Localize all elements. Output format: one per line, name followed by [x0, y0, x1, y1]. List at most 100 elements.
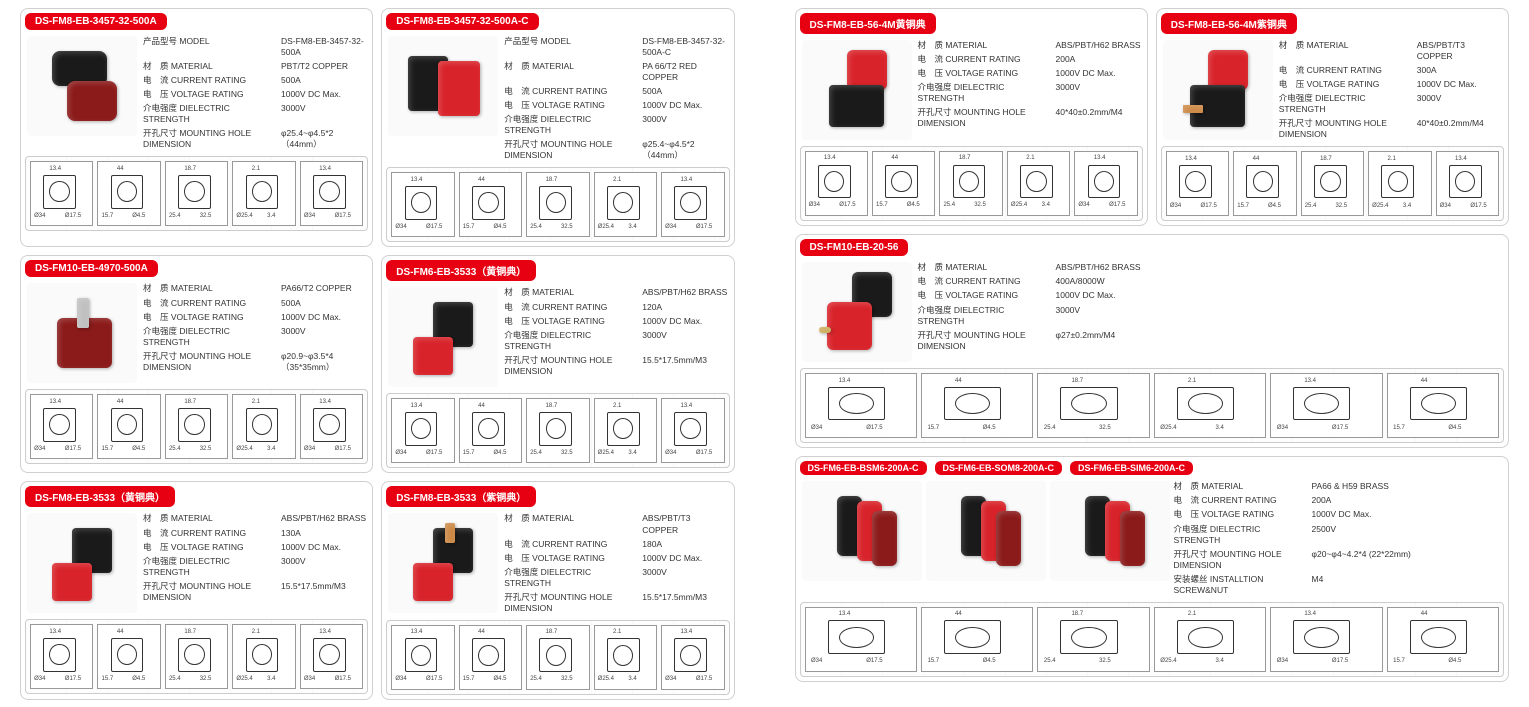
product-image: [27, 36, 137, 136]
spec-table: 材 质 MATERIALABS/PBT/H62 BRASS电 流 CURRENT…: [918, 262, 1503, 362]
spec-value: 1000V DC Max.: [1056, 290, 1503, 301]
product-card: DS-FM10-EB-4970-500A材 质 MATERIALPA66/T2 …: [20, 255, 373, 473]
product-card: DS-FM8-EB-56-4M黄铜典材 质 MATERIALABS/PBT/H6…: [795, 8, 1148, 226]
tech-drawing: Ø3413.4Ø17.515.744Ø4.525.418.732.5Ø25.42…: [800, 146, 1143, 221]
product-image: [1050, 481, 1170, 581]
tech-drawing: Ø3413.4Ø17.515.744Ø4.525.418.732.5Ø25.42…: [25, 619, 368, 694]
product-image: [27, 513, 137, 613]
spec-value: φ20~φ4~4.2*4 (22*22mm): [1312, 549, 1503, 571]
spec-table: 产品型号 MODELDS-FM8-EB-3457-32-500A材 质 MATE…: [143, 36, 366, 150]
spec-value: 1000V DC Max.: [642, 316, 727, 327]
product-image: [802, 481, 922, 581]
spec-label: 开孔尺寸 MOUNTING HOLE DIMENSION: [918, 330, 1048, 352]
product-image: [802, 40, 912, 140]
tech-drawing: Ø3413.4Ø17.515.744Ø4.525.418.732.5Ø25.42…: [386, 620, 729, 695]
spec-label: 材 质 MATERIAL: [1174, 481, 1304, 492]
spec-label: 电 压 VOLTAGE RATING: [1174, 509, 1304, 520]
spec-label: 材 质 MATERIAL: [504, 287, 634, 298]
spec-value: ABS/PBT/T3 COPPER: [642, 513, 727, 535]
spec-table: 材 质 MATERIALABS/PBT/H62 BRASS电 流 CURRENT…: [918, 40, 1141, 140]
spec-value: 3000V: [1056, 82, 1141, 104]
spec-label: 介电强度 DIELECTRIC STRENGTH: [918, 305, 1048, 327]
spec-value: 200A: [1056, 54, 1141, 65]
product-image: [926, 481, 1046, 581]
spec-label: 介电强度 DIELECTRIC STRENGTH: [504, 567, 634, 589]
tech-drawing: Ø3413.4Ø17.515.744Ø4.525.418.732.5Ø25.42…: [1161, 146, 1504, 221]
spec-label: 开孔尺寸 MOUNTING HOLE DIMENSION: [504, 592, 634, 614]
product-title: DS-FM8-EB-56-4M紫铜典: [1161, 13, 1297, 34]
spec-value: φ27±0.2mm/M4: [1056, 330, 1503, 352]
spec-label: 介电强度 DIELECTRIC STRENGTH: [918, 82, 1048, 104]
product-card: DS-FM8-EB-3533（紫铜典）材 质 MATERIALABS/PBT/T…: [381, 481, 734, 699]
spec-label: 电 压 VOLTAGE RATING: [504, 316, 634, 327]
spec-label: 电 流 CURRENT RATING: [143, 528, 273, 539]
spec-value: φ25.4~φ4.5*2（44mm）: [281, 128, 366, 150]
product-card: DS-FM8-EB-56-4M紫铜典材 质 MATERIALABS/PBT/T3…: [1156, 8, 1509, 226]
tech-drawing: Ø3413.4Ø17.515.744Ø4.525.418.732.5Ø25.42…: [800, 602, 1505, 677]
spec-value: φ25.4~φ4.5*2（44mm）: [642, 139, 727, 161]
page-right: DS-FM8-EB-56-4M黄铜典材 质 MATERIALABS/PBT/H6…: [795, 8, 1510, 699]
spec-value: ABS/PBT/H62 BRASS: [281, 513, 366, 524]
spec-label: 电 流 CURRENT RATING: [918, 54, 1048, 65]
spec-label: 开孔尺寸 MOUNTING HOLE DIMENSION: [1279, 118, 1409, 140]
tech-drawing: Ø3413.4Ø17.515.744Ø4.525.418.732.5Ø25.42…: [386, 167, 729, 242]
spec-value: 1000V DC Max.: [281, 89, 366, 100]
product-title: DS-FM8-EB-56-4M黄铜典: [800, 13, 936, 34]
page-left: DS-FM8-EB-3457-32-500A 产品型号 MODEL DS-FM8-E…: [20, 8, 735, 699]
spec-value: 40*40±0.2mm/M4: [1056, 107, 1141, 129]
spec-label: 电 压 VOLTAGE RATING: [143, 312, 273, 323]
spec-value: 1000V DC Max.: [1417, 79, 1502, 90]
spec-label: 开孔尺寸 MOUNTING HOLE DIMENSION: [143, 581, 273, 603]
spec-value: 200A: [1312, 495, 1503, 506]
spec-label: 材 质 MATERIAL: [504, 513, 634, 535]
spec-label: 介电强度 DIELECTRIC STRENGTH: [143, 556, 273, 578]
product-image: [388, 287, 498, 387]
spec-value: 3000V: [1056, 305, 1503, 327]
spec-label: 介电强度 DIELECTRIC STRENGTH: [143, 103, 273, 125]
spec-label: 开孔尺寸 MOUNTING HOLE DIMENSION: [918, 107, 1048, 129]
tech-drawing: Ø3413.4Ø17.515.744Ø4.525.418.732.5Ø25.42…: [386, 393, 729, 468]
spec-label: 介电强度 DIELECTRIC STRENGTH: [1279, 93, 1409, 115]
product-title: DS-FM6-EB-BSM6-200A-C: [800, 461, 927, 475]
spec-value: PA66 & H59 BRASS: [1312, 481, 1503, 492]
spec-label: 介电强度 DIELECTRIC STRENGTH: [143, 326, 273, 348]
spec-label: 材 质 MATERIAL: [918, 40, 1048, 51]
spec-label: 产品型号 MODEL: [143, 36, 273, 58]
spec-value: 3000V: [1417, 93, 1502, 115]
spec-value: 1000V DC Max.: [281, 312, 366, 323]
spec-label: 开孔尺寸 MOUNTING HOLE DIMENSION: [504, 355, 634, 377]
spec-label: 材 质 MATERIAL: [504, 61, 634, 83]
product-image: [388, 36, 498, 136]
product-title: DS-FM8-EB-3457-32-500A: [25, 13, 167, 30]
spec-label: 电 流 CURRENT RATING: [504, 86, 634, 97]
spec-value: 3000V: [281, 556, 366, 578]
spec-table: 材 质 MATERIALABS/PBT/T3 COPPER电 流 CURRENT…: [1279, 40, 1502, 140]
spec-label: 电 压 VOLTAGE RATING: [504, 100, 634, 111]
spec-label: 介电强度 DIELECTRIC STRENGTH: [504, 330, 634, 352]
spec-value: 500A: [281, 298, 366, 309]
spec-label: 电 流 CURRENT RATING: [1279, 65, 1409, 76]
spec-value: 3000V: [642, 567, 727, 589]
product-title: DS-FM6-EB-SOM8-200A-C: [935, 461, 1063, 475]
spec-label: 电 压 VOLTAGE RATING: [504, 553, 634, 564]
spec-value: 120A: [642, 302, 727, 313]
product-image: [802, 262, 912, 362]
spec-label: 材 质 MATERIAL: [143, 513, 273, 524]
spec-value: 1000V DC Max.: [1056, 68, 1141, 79]
spec-label: 开孔尺寸 MOUNTING HOLE DIMENSION: [143, 351, 273, 373]
spec-value: DS-FM8-EB-3457-32-500A: [281, 36, 366, 58]
spec-value: 3000V: [281, 103, 366, 125]
spec-label: 介电强度 DIELECTRIC STRENGTH: [1174, 524, 1304, 546]
product-image: [1163, 40, 1273, 140]
spec-value: DS-FM8-EB-3457-32-500A-C: [642, 36, 727, 58]
spec-table: 材 质 MATERIALPA66/T2 COPPER电 流 CURRENT RA…: [143, 283, 366, 383]
product-title: DS-FM8-EB-3533（黄铜典）: [25, 486, 175, 507]
spec-value: 3000V: [642, 114, 727, 136]
spec-table: 材 质 MATERIAL ABS/PBT/H62 BRASS 电 流 CURRENT…: [143, 513, 366, 613]
spec-value: PBT/T2 COPPER: [281, 61, 366, 72]
spec-label: 电 流 CURRENT RATING: [143, 298, 273, 309]
spec-label: 介电强度 DIELECTRIC STRENGTH: [504, 114, 634, 136]
spec-table: 材 质 MATERIALPA66 & H59 BRASS电 流 CURRENT …: [1174, 481, 1503, 595]
spec-value: 500A: [642, 86, 727, 97]
spec-label: 电 压 VOLTAGE RATING: [918, 68, 1048, 79]
